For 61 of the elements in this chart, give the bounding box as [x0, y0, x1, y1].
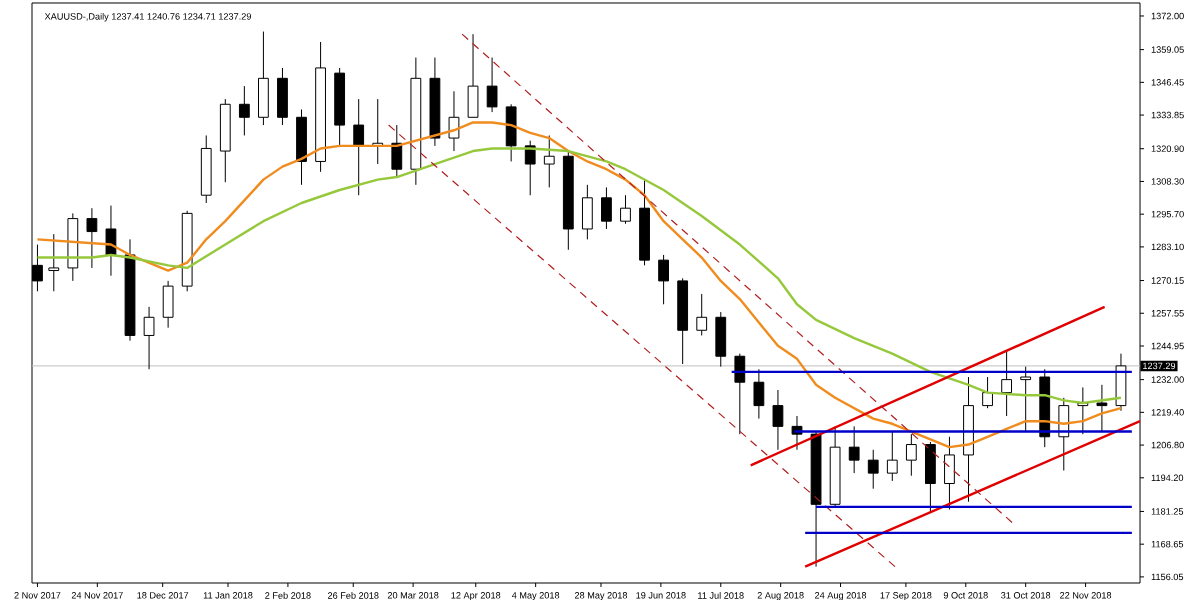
candlestick [143, 306, 155, 370]
x-tick-label: 28 May 2018 [574, 592, 628, 600]
x-tick-label: 2 Aug 2018 [757, 592, 804, 600]
candlestick [238, 85, 250, 136]
x-tick-label: 12 Apr 2018 [451, 592, 501, 600]
candlestick [886, 431, 898, 482]
x-tick-label: 18 Dec 2017 [137, 592, 189, 599]
x-tick-label: 11 Jan 2018 [203, 592, 253, 599]
candlestick [620, 194, 631, 225]
candlestick [982, 376, 993, 409]
line-series [36, 147, 1123, 405]
candlestick [905, 433, 917, 477]
y-tick-label: 1295.70 [1151, 210, 1184, 218]
x-tick-label: 4 May 2018 [511, 592, 560, 600]
x-tick-label: 2 Nov 2017 [14, 592, 61, 599]
candlestick [1001, 350, 1013, 417]
x-tick-label: 22 Nov 2018 [1060, 592, 1112, 599]
y-tick-label: 1372.00 [1151, 12, 1184, 20]
candlestick [486, 57, 498, 113]
candlestick [867, 449, 879, 490]
candlestick [696, 293, 708, 336]
y-tick-label: 1194.20 [1151, 474, 1184, 482]
y-tick-label: 1320.90 [1151, 145, 1184, 152]
y-tick-label: 1257.55 [1151, 310, 1184, 317]
y-tick-label: 1181.25 [1151, 508, 1184, 515]
candlestick [448, 90, 460, 152]
candlestick [353, 98, 365, 196]
x-tick-label: 26 Feb 2018 [327, 592, 379, 599]
x-tick-label: 19 Jun 2018 [636, 592, 686, 599]
candlestick [772, 389, 784, 451]
y-tick-label: 1270.15 [1151, 277, 1184, 284]
x-tick-label: 20 Mar 2018 [387, 592, 439, 599]
x-tick-label: 24 Nov 2017 [71, 592, 123, 599]
y-tick-label: 1359.05 [1151, 46, 1184, 53]
y-tick-label: 1283.10 [1151, 243, 1184, 251]
candlestick [48, 233, 60, 292]
y-tick-label: 1206.80 [1151, 441, 1184, 449]
y-tick-label: 1168.65 [1151, 540, 1184, 548]
candlestick [658, 254, 669, 305]
text: XAUUSD-,Daily 1237.41 1240.76 1234.71 1237.29 [44, 12, 251, 22]
candlestick [543, 134, 555, 188]
candlestick [601, 186, 612, 230]
candlestick [753, 368, 765, 420]
candlestick [1096, 384, 1108, 433]
x-tick-label: 31 Oct 2018 [1001, 592, 1051, 599]
x-tick-label: 2 Feb 2018 [265, 592, 311, 599]
y-tick-label: 1346.45 [1151, 79, 1184, 86]
x-tick-label: 24 Aug 2018 [815, 592, 867, 600]
y-tick-label: 1156.05 [1151, 573, 1184, 581]
x-tick-label: 11 Jul 2018 [698, 592, 744, 599]
y-tick-label: 1232.00 [1151, 376, 1184, 383]
y-tick-label: 1219.40 [1151, 409, 1184, 416]
y-tick-label: 1308.30 [1151, 178, 1184, 185]
y-tick-label: 1333.85 [1151, 111, 1184, 119]
candlestick [86, 207, 98, 269]
ref-line-label: 1237.29 [1143, 362, 1176, 370]
y-tick-label: 1244.95 [1151, 342, 1184, 350]
x-tick-label: 9 Oct 2018 [943, 592, 988, 599]
candlestick [848, 425, 860, 474]
candlestick [1020, 366, 1032, 433]
x-tick-label: 17 Sep 2018 [880, 592, 932, 600]
